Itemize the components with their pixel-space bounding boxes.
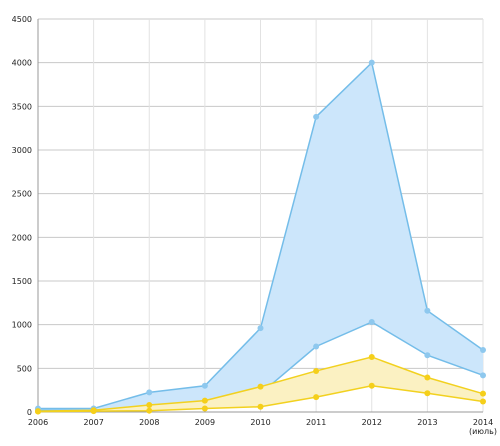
band-1-upper-point [146, 402, 153, 409]
x-tick-label: 2012 [362, 418, 382, 427]
y-tick-label: 1000 [12, 321, 32, 330]
x-tick-label: 2007 [83, 418, 103, 427]
band-1-lower-point [480, 398, 486, 405]
band-0-lower-point [313, 343, 320, 350]
band-1 [35, 353, 486, 415]
band-0-fill [38, 62, 483, 411]
band-0-upper-point [313, 113, 320, 120]
band-1-upper-point [313, 367, 320, 374]
x-tick-label: 2011 [306, 418, 326, 427]
y-tick-label: 4000 [12, 59, 32, 68]
x-tick-label: 2008 [139, 418, 159, 427]
y-tick-label: 3500 [12, 102, 32, 111]
x-tick-label: 2009 [195, 418, 215, 427]
band-0-lower-point [480, 372, 486, 379]
band-1-upper-point [368, 353, 375, 360]
x-tick-sublabel: (июль) [469, 427, 497, 436]
y-tick-label: 0 [27, 408, 32, 417]
x-tick-label: 2006 [28, 418, 48, 427]
band-0-upper-point [201, 382, 208, 389]
band-1-lower-point [146, 407, 153, 414]
band-1-upper-point [480, 390, 486, 397]
band-1-lower-point [90, 408, 97, 415]
y-tick-label: 1500 [12, 277, 32, 286]
y-tick-label: 500 [17, 364, 32, 373]
band-0-lower-point [368, 319, 375, 326]
y-tick-label: 2500 [12, 190, 32, 199]
band-1-lower-point [368, 382, 375, 389]
band-1-lower-point [35, 408, 41, 415]
y-tick-label: 2000 [12, 233, 32, 242]
band-0-upper-point [480, 346, 486, 353]
band-0-upper-point [146, 389, 153, 396]
band-1-upper-point [201, 397, 208, 404]
data-bands [35, 59, 486, 415]
band-0-upper-point [257, 325, 264, 332]
band-1-upper-point [424, 374, 431, 381]
band-1-lower-point [424, 390, 431, 397]
band-1-lower-point [257, 403, 264, 410]
band-1-fill [38, 356, 483, 412]
y-tick-labels: 0 500 1000 1500 2000 2500 3000 3500 4000 4500 [12, 15, 32, 417]
band-0-upper-point [424, 307, 431, 314]
y-tick-label: 4500 [12, 15, 32, 24]
band-1-lower-point [201, 405, 208, 412]
band-1-upper-point [257, 383, 264, 390]
band-1-lower-point [313, 394, 320, 401]
axes [37, 19, 483, 413]
x-tick-label: 2014 [473, 418, 493, 427]
band-0-upper-point [368, 59, 375, 66]
y-tick-label: 3000 [12, 146, 32, 155]
x-tick-label: 2010 [250, 418, 270, 427]
x-tick-label: 2013 [417, 418, 437, 427]
band-0-lower-point [424, 352, 431, 359]
x-tick-labels: 2006 2007 2008 2009 2010 2011 2012 2013 2014(июл… [28, 418, 497, 436]
